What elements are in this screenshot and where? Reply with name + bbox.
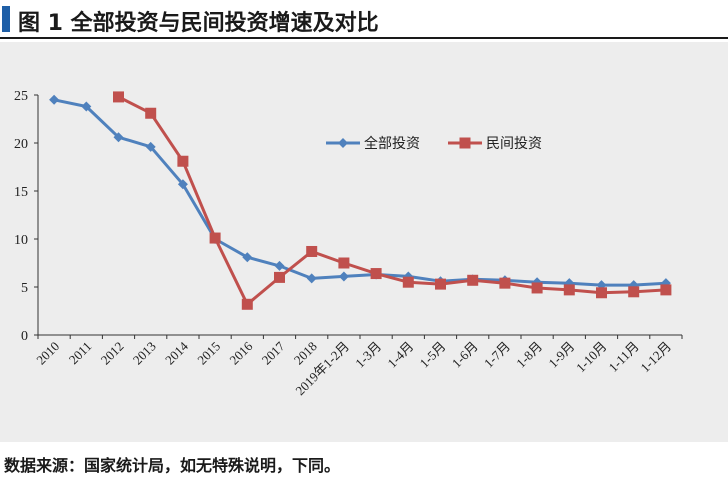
total-investment-point — [81, 101, 92, 112]
private-investment-point — [370, 268, 382, 280]
legend-private-investment-marker — [459, 137, 471, 149]
x-tick-label: 2016 — [226, 338, 255, 367]
x-tick-label: 1-10月 — [573, 339, 610, 376]
private-investment-point — [596, 287, 607, 299]
total-investment-point — [306, 273, 317, 284]
y-tick-label: 20 — [14, 137, 28, 152]
private-investment-point — [306, 245, 318, 257]
line-chart: 0 5 10 15 20 25 2010 2011 2012 2013 2014 2015 2016 20… — [14, 89, 683, 398]
x-tick-label: 1-11月 — [606, 339, 642, 375]
total-investment-point — [49, 94, 60, 105]
total-investment-point — [628, 280, 639, 291]
chart-panel: 0 5 10 15 20 25 2010 2011 2012 2013 2014 2015 2016 20… — [0, 42, 728, 442]
figure-title: 图 1 全部投资与民间投资增速及对比 — [18, 11, 379, 36]
x-tick-label: 1-7月 — [481, 339, 513, 371]
total-investment-point — [177, 179, 188, 190]
data-source-note: 数据来源：国家统计局，如无特殊说明，下同。 — [4, 456, 341, 475]
private-investment-line — [117, 95, 666, 306]
private-investment-point — [338, 257, 350, 269]
title-accent-bar — [2, 6, 10, 32]
y-tick-label: 25 — [14, 89, 28, 104]
private-investment-point — [209, 232, 221, 244]
private-investment-point — [563, 284, 575, 296]
x-tick-label: 1-5月 — [417, 339, 449, 371]
x-tick-label: 2011 — [66, 339, 95, 368]
x-tick-label: 1-4月 — [384, 339, 416, 371]
x-tick-label: 2014 — [162, 338, 191, 367]
total-investment-point — [274, 260, 285, 271]
y-tick-label: 0 — [21, 329, 28, 344]
private-investment-point — [177, 155, 189, 167]
private-investment-point — [531, 282, 543, 294]
total-investment-line — [53, 98, 666, 287]
legend-total-investment-marker — [338, 138, 348, 148]
total-investment-point — [242, 252, 253, 263]
x-tick-label: 2013 — [130, 339, 159, 368]
total-investment-point — [113, 132, 124, 143]
figure-title-bar: 图 1 全部投资与民间投资增速及对比 — [0, 0, 728, 39]
private-investment-point — [467, 274, 479, 286]
x-tick-label: 1-3月 — [352, 339, 384, 371]
private-investment-point — [113, 91, 124, 103]
y-tick-label: 15 — [14, 185, 28, 200]
legend-private-investment-label: 民间投资 — [486, 136, 542, 152]
private-investment-point — [402, 276, 414, 288]
private-investment-point — [274, 271, 285, 283]
x-tick-label: 1-9月 — [545, 339, 577, 371]
x-tick-label: 2017 — [259, 338, 288, 367]
private-investment-point — [145, 107, 157, 119]
private-investment-point — [499, 277, 511, 289]
x-tick-label: 2012 — [98, 339, 127, 368]
private-investment-point — [660, 284, 672, 296]
total-investment-point — [338, 271, 349, 282]
x-tick-label: 2010 — [33, 339, 62, 368]
private-investment-point — [435, 278, 446, 290]
private-investment-point — [241, 298, 253, 310]
x-tick-label: 2015 — [194, 339, 223, 368]
total-investment-point — [596, 280, 607, 291]
x-tick-label: 1-12月 — [637, 339, 674, 376]
y-tick-label: 5 — [21, 281, 28, 296]
private-investment-point — [628, 286, 640, 298]
x-tick-label: 1-6月 — [449, 339, 481, 371]
total-investment-point — [532, 277, 543, 288]
y-tick-label: 10 — [14, 233, 28, 248]
x-tick-label: 1-8月 — [513, 339, 545, 371]
title-divider — [0, 37, 728, 39]
total-investment-point — [145, 141, 156, 152]
legend-total-investment-label: 全部投资 — [364, 135, 420, 152]
